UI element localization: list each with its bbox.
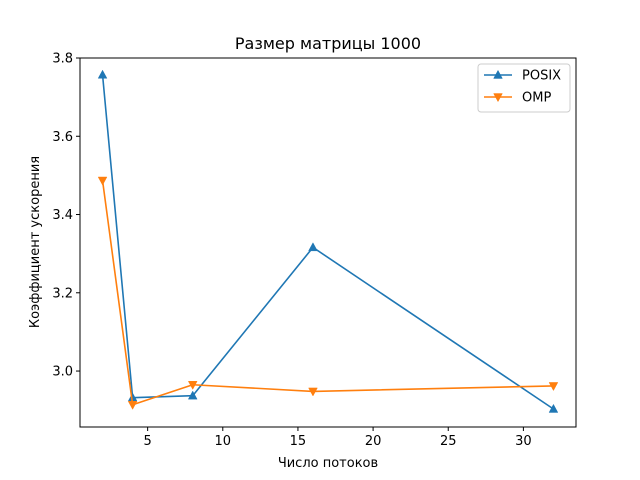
y-tick-label: 3.2 [52, 286, 73, 301]
plot-frame [79, 57, 577, 428]
x-tick-label: 20 [365, 434, 382, 449]
data-point-omp [187, 381, 198, 390]
series-omp [97, 176, 559, 410]
data-point-posix [97, 69, 108, 79]
data-point-posix [308, 242, 318, 252]
data-point-posix [187, 390, 198, 400]
legend-marker-omp [493, 93, 503, 103]
y-axis-ticks: 3.0 3.2 3.4 3.6 3.8 [52, 52, 80, 380]
x-tick-label: 30 [515, 434, 532, 449]
y-tick-label: 3.8 [52, 52, 73, 67]
data-point-omp [97, 176, 108, 186]
x-axis-ticks: 5 10 15 20 25 30 [143, 427, 532, 449]
legend-items: POSIX OMP [484, 69, 561, 106]
data-point-omp [308, 387, 318, 397]
legend-item-omp: OMP [484, 91, 551, 106]
legend-label-posix: POSIX [522, 69, 561, 84]
data-point-omp [127, 401, 138, 410]
y-tick-label: 3.4 [52, 208, 73, 223]
chart-title: Размер матрицы 1000 [235, 34, 421, 53]
legend: POSIX OMP [477, 63, 571, 113]
legend-marker-posix [493, 69, 503, 79]
series-layer [97, 69, 559, 413]
y-tick-label: 3.6 [52, 130, 73, 145]
x-tick-label: 15 [290, 434, 307, 449]
data-point-posix [548, 403, 559, 413]
legend-item-posix: POSIX [484, 69, 561, 84]
x-tick-label: 10 [215, 434, 232, 449]
plot-area: 5 10 15 20 25 30 3.0 3.2 3.4 3.6 3.8 [52, 52, 577, 449]
x-axis-label: Число потоков [278, 456, 378, 471]
y-tick-label: 3.0 [52, 365, 73, 380]
data-point-omp [548, 382, 559, 392]
x-tick-label: 25 [440, 434, 457, 449]
y-axis-label: Коэффициент ускорения [28, 156, 43, 328]
legend-label-omp: OMP [522, 91, 551, 106]
x-tick-label: 5 [143, 434, 151, 449]
series-posix [97, 69, 559, 413]
